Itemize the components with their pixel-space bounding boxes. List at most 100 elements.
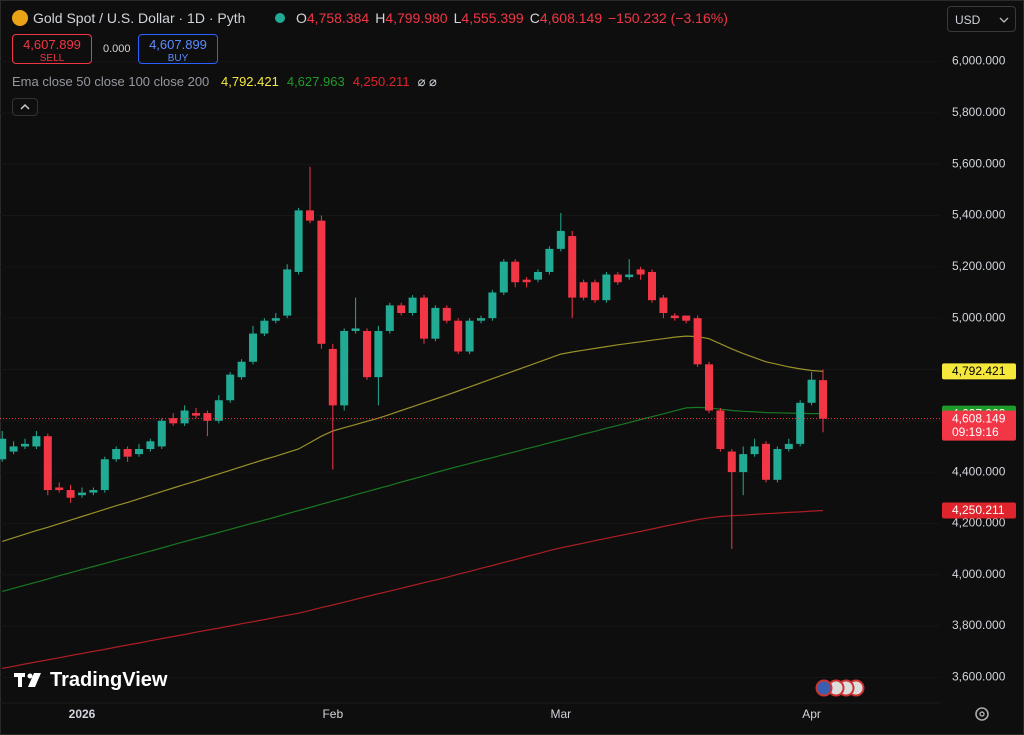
candle-body <box>374 330 383 378</box>
currency-label: USD <box>955 13 981 27</box>
candle-body <box>237 361 246 378</box>
candle-body <box>442 307 451 321</box>
candle-body <box>556 230 565 249</box>
candle-body <box>306 210 314 221</box>
y-tick-label: 5,400.000 <box>952 208 1006 222</box>
candle-body <box>522 279 531 283</box>
candle-body <box>214 400 223 421</box>
indicator-values: 4,792.421 4,627.963 4,250.211 ⌀ ⌀ <box>221 74 437 90</box>
symbol-icon <box>12 10 28 26</box>
candle-body <box>625 274 634 278</box>
indicator-value: 4,627.963 <box>286 74 345 89</box>
candle-body <box>271 318 280 321</box>
gear-icon-center <box>979 711 985 717</box>
y-tick-label: 5,600.000 <box>952 156 1006 170</box>
ohlc-key: H <box>375 10 386 26</box>
event-flag[interactable] <box>815 679 833 697</box>
ohlc-value: 4,555.399 <box>461 10 524 26</box>
ohlc-key: O <box>296 10 307 26</box>
sell-price: 4,607.899 <box>23 37 81 52</box>
indicator-value: 4,250.211 <box>352 74 410 89</box>
ohlc-value: 4,608.149 <box>539 10 603 26</box>
y-tick-label: 4,400.000 <box>952 464 1006 478</box>
candle-body <box>648 271 656 301</box>
sell-label: SELL <box>39 53 65 64</box>
candle-body <box>534 271 542 280</box>
ema-line <box>2 406 823 592</box>
settings-button[interactable] <box>975 707 989 721</box>
indicator-value: 4,792.421 <box>221 74 279 89</box>
candle-body <box>180 410 189 424</box>
candle-body <box>135 448 143 455</box>
candle-body <box>739 454 748 473</box>
candle-body <box>146 441 155 449</box>
chevron-icon <box>20 103 30 110</box>
time-axis: 2026 Feb Mar Apr <box>69 707 821 721</box>
candle-body <box>363 330 371 378</box>
candle-body <box>682 315 691 321</box>
price-badge <box>942 502 1016 519</box>
x-tick-label: Mar <box>550 707 571 721</box>
buy-button[interactable]: 4,607.899 BUY <box>138 34 218 64</box>
x-tick-label: Feb <box>322 707 343 721</box>
candle-body <box>727 451 736 473</box>
candle-body <box>112 448 121 460</box>
candle-body <box>328 348 337 406</box>
candle-body <box>203 413 212 421</box>
dropdown-icon <box>999 17 1009 23</box>
candle-body <box>78 492 86 496</box>
candle-body <box>226 374 235 401</box>
candle-body <box>21 443 29 447</box>
y-tick-label: 5,800.000 <box>952 105 1006 119</box>
candle-body <box>9 446 18 452</box>
candle-body <box>499 261 508 293</box>
candle-body <box>545 248 554 272</box>
candle-body <box>659 297 668 314</box>
y-tick-label: 3,800.000 <box>952 618 1006 632</box>
candle-body <box>602 274 611 301</box>
dropdown-chevron <box>999 17 1009 23</box>
candles <box>0 166 827 550</box>
last-price-badge <box>942 410 1016 441</box>
candle-body <box>454 320 463 352</box>
collapse-button[interactable] <box>12 98 38 116</box>
candle-body <box>773 448 782 480</box>
candle-body <box>385 305 394 331</box>
y-tick-label: 5,200.000 <box>952 259 1006 273</box>
ema-lines <box>2 335 824 669</box>
ohlc-key: L <box>453 10 462 26</box>
price-axis: 3,600.000 3,800.000 4,000.000 4,200.000 4,40… <box>952 54 1006 684</box>
y-tick-label: 6,000.000 <box>952 54 1006 68</box>
candle-body <box>568 236 577 298</box>
candle-body <box>249 333 257 362</box>
candle-body <box>192 413 200 416</box>
indicator-name[interactable]: Ema close 50 close 100 close 200 <box>12 74 210 89</box>
brand: TradingView <box>50 669 168 691</box>
ohlc-key: C <box>529 10 540 26</box>
logo-part <box>27 673 33 679</box>
candle-body <box>351 328 360 331</box>
candle-body <box>100 459 109 491</box>
candle-body <box>579 282 588 298</box>
candle-body <box>0 438 7 460</box>
market-status-dot <box>275 13 285 23</box>
countdown: 09:19:16 <box>952 425 999 439</box>
candle-body <box>819 380 827 419</box>
last-price-label: 4,608.149 <box>952 411 1006 425</box>
sell-button[interactable]: 4,607.899 SELL <box>12 34 92 64</box>
y-tick-label: 4,200.000 <box>952 516 1006 530</box>
candle-body <box>66 490 75 498</box>
symbol-title[interactable]: Gold Spot / U.S. Dollar · 1D · Pyth <box>33 10 246 26</box>
candle-body <box>431 307 440 339</box>
candle-body <box>488 292 497 319</box>
event-flags[interactable] <box>815 679 865 697</box>
candle-body <box>294 210 303 272</box>
logo-part <box>18 673 22 687</box>
candle-body <box>693 318 702 365</box>
tradingview-logo-mark <box>14 673 41 687</box>
candle-body <box>465 320 474 352</box>
indicator-extra: ⌀ ⌀ <box>417 74 437 89</box>
currency-select[interactable]: USD <box>947 6 1016 32</box>
gear-icon[interactable] <box>975 707 989 721</box>
